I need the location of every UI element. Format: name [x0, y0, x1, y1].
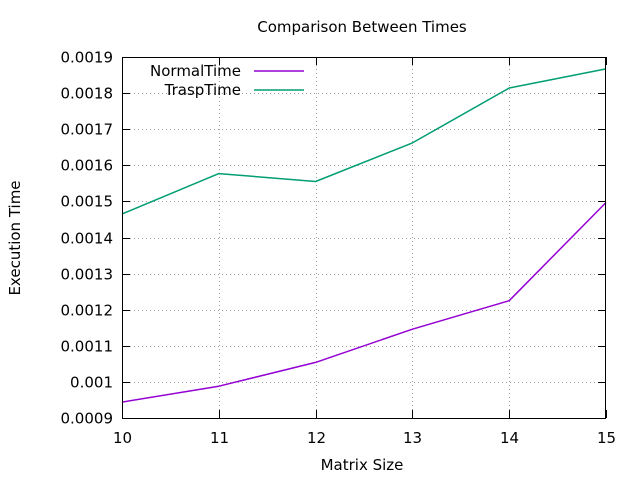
y-tick-label: 0.0012 — [61, 302, 114, 320]
y-tick-label: 0.0015 — [61, 193, 114, 211]
x-tick-label: 15 — [597, 429, 616, 447]
grid-lines — [122, 57, 606, 418]
legend-label-trasptime: TraspTime — [164, 81, 241, 99]
y-tick-label: 0.001 — [70, 374, 113, 392]
y-tick-label: 0.0019 — [61, 49, 114, 67]
y-tick-label: 0.0018 — [61, 85, 114, 103]
series-line-normaltime — [121, 201, 607, 403]
series-lines — [121, 68, 607, 403]
y-tick-label: 0.0016 — [61, 157, 114, 175]
x-tick-label: 12 — [307, 429, 326, 447]
y-tick-label: 0.0013 — [61, 266, 114, 284]
y-tick-label: 0.0017 — [61, 121, 114, 139]
y-tick-label: 0.0014 — [61, 230, 114, 248]
x-tick-label: 11 — [210, 429, 229, 447]
y-axis-label: Execution Time — [6, 180, 24, 295]
x-tick-label: 10 — [113, 429, 132, 447]
chart-title: Comparison Between Times — [257, 18, 467, 36]
y-tick-label: 0.0011 — [61, 338, 114, 356]
legend-label-normaltime: NormalTime — [150, 62, 241, 80]
x-axis-label: Matrix Size — [321, 456, 404, 474]
y-axis-ticks: 0.0009 0.001 0.0011 0.0012 0.0013 0.0014 0.001… — [61, 49, 606, 428]
x-tick-label: 14 — [500, 429, 519, 447]
x-tick-label: 13 — [403, 429, 422, 447]
x-axis-ticks: 10 11 12 13 14 15 — [113, 57, 616, 447]
plot-frame — [122, 57, 606, 419]
y-tick-label: 0.0009 — [61, 410, 114, 428]
series-line-trasptime — [121, 68, 607, 215]
